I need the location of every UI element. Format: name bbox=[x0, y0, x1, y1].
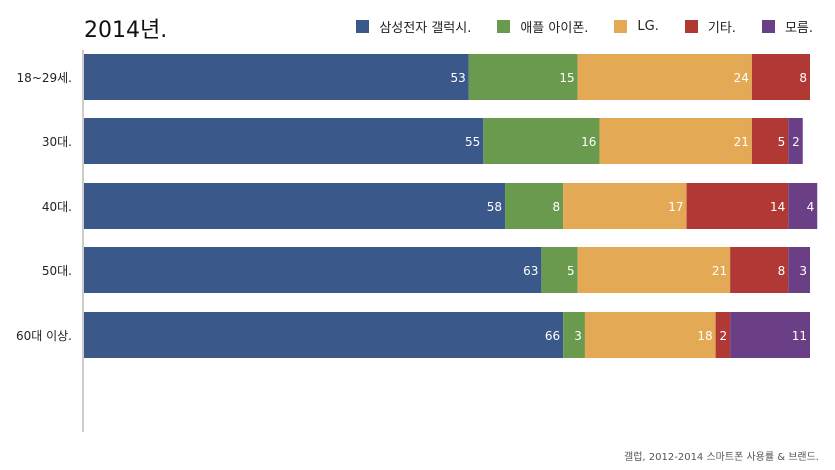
data-label: 2 bbox=[792, 135, 800, 149]
bar-segment bbox=[686, 183, 789, 229]
data-label: 14 bbox=[770, 200, 785, 214]
legend-label: 애플 아이폰. bbox=[520, 21, 589, 36]
bar-segment bbox=[788, 183, 818, 229]
data-label: 21 bbox=[734, 135, 749, 149]
bar-segment bbox=[84, 312, 564, 358]
bar-segment bbox=[84, 183, 506, 229]
data-label: 53 bbox=[450, 71, 465, 85]
bar-segment bbox=[84, 118, 484, 164]
data-label: 63 bbox=[523, 264, 538, 278]
bar-segment bbox=[788, 247, 810, 293]
legend-item: 삼성전자 갤럭시. bbox=[356, 17, 471, 36]
legend-item: 애플 아이폰. bbox=[497, 17, 588, 36]
legend-swatch bbox=[614, 20, 628, 33]
legend-label: 삼성전자 갤럭시. bbox=[379, 21, 472, 36]
bar-segment bbox=[84, 247, 542, 293]
legend-swatch bbox=[761, 20, 775, 33]
data-label: 21 bbox=[712, 264, 727, 278]
source-note: 갤럽, 2012-2014 스마트폰 사용률 & 브랜드. bbox=[624, 452, 819, 463]
bar-segment bbox=[577, 54, 752, 100]
data-label: 55 bbox=[465, 135, 480, 149]
category-label: 18~29세. bbox=[17, 71, 72, 85]
bar-segment bbox=[730, 312, 810, 358]
data-label: 5 bbox=[567, 264, 575, 278]
data-label: 11 bbox=[792, 329, 807, 343]
bar-segment bbox=[751, 54, 810, 100]
chart-title: 2014년. bbox=[84, 18, 168, 43]
bar-segment bbox=[84, 54, 469, 100]
bar-segment bbox=[715, 312, 731, 358]
bar-segment bbox=[505, 183, 564, 229]
legend-item: 기타. bbox=[684, 17, 736, 36]
legend: 삼성전자 갤럭시. 애플 아이폰. LG. 기타. 모름. bbox=[356, 17, 813, 36]
data-label: 18 bbox=[697, 329, 712, 343]
category-label: 30대. bbox=[42, 135, 72, 149]
bar-segment bbox=[577, 247, 731, 293]
data-label: 24 bbox=[734, 71, 749, 85]
data-label: 4 bbox=[807, 200, 815, 214]
legend-item: 모름. bbox=[761, 17, 813, 36]
legend-label: 모름. bbox=[784, 21, 813, 36]
bar-segment bbox=[584, 312, 716, 358]
bar-segment bbox=[730, 247, 789, 293]
legend-swatch bbox=[497, 20, 511, 33]
data-label: 8 bbox=[799, 71, 807, 85]
data-label: 3 bbox=[574, 329, 582, 343]
category-label: 40대. bbox=[42, 200, 72, 214]
data-label: 2 bbox=[719, 329, 727, 343]
legend-label: 기타. bbox=[707, 21, 736, 36]
legend-item: LG. bbox=[614, 17, 659, 36]
bar-segment bbox=[483, 118, 600, 164]
data-label: 8 bbox=[553, 200, 561, 214]
bar-segment bbox=[541, 247, 578, 293]
bar-segment bbox=[563, 312, 585, 358]
bar-segment bbox=[563, 183, 687, 229]
data-label: 3 bbox=[799, 264, 807, 278]
bar-segment bbox=[468, 54, 578, 100]
data-label: 17 bbox=[668, 200, 683, 214]
legend-label: LG. bbox=[637, 19, 659, 34]
bar-segment bbox=[599, 118, 752, 164]
data-label: 15 bbox=[559, 71, 574, 85]
bar-segment bbox=[751, 118, 789, 164]
legend-swatch bbox=[356, 20, 370, 33]
data-label: 66 bbox=[545, 329, 560, 343]
data-label: 8 bbox=[778, 264, 786, 278]
category-label: 50대. bbox=[42, 264, 72, 278]
category-label: 60대 이상. bbox=[16, 329, 72, 343]
data-label: 16 bbox=[581, 135, 596, 149]
data-label: 5 bbox=[778, 135, 786, 149]
data-label: 58 bbox=[487, 200, 502, 214]
bar-segment bbox=[788, 118, 803, 164]
legend-swatch bbox=[684, 20, 698, 33]
